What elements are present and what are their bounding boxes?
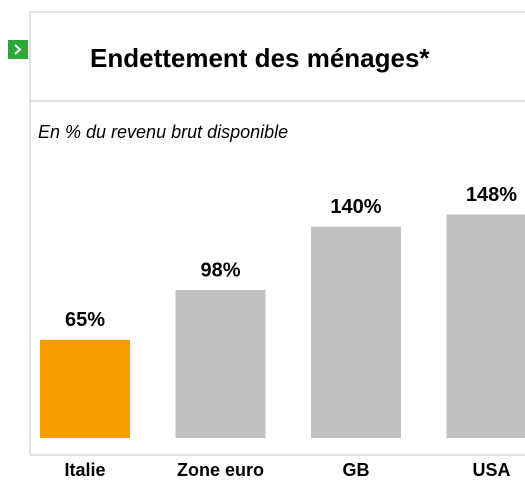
x-tick-label: Zone euro xyxy=(177,460,264,480)
x-tick-label: GB xyxy=(343,460,370,480)
value-label: 140% xyxy=(330,196,381,218)
bar xyxy=(40,339,130,438)
x-tick-label: USA xyxy=(472,460,510,480)
bar xyxy=(311,226,401,438)
value-label: 148% xyxy=(466,184,517,206)
chevron xyxy=(14,44,22,55)
bar xyxy=(175,290,266,438)
chart-subtitle: En % du revenu brut disponible xyxy=(38,122,288,142)
value-label: 98% xyxy=(200,259,240,281)
bar xyxy=(446,214,525,438)
x-tick-label: Italie xyxy=(64,460,105,480)
chart-title: Endettement des ménages* xyxy=(90,43,430,73)
bullet-icon xyxy=(8,40,28,59)
value-label: 65% xyxy=(65,309,105,331)
